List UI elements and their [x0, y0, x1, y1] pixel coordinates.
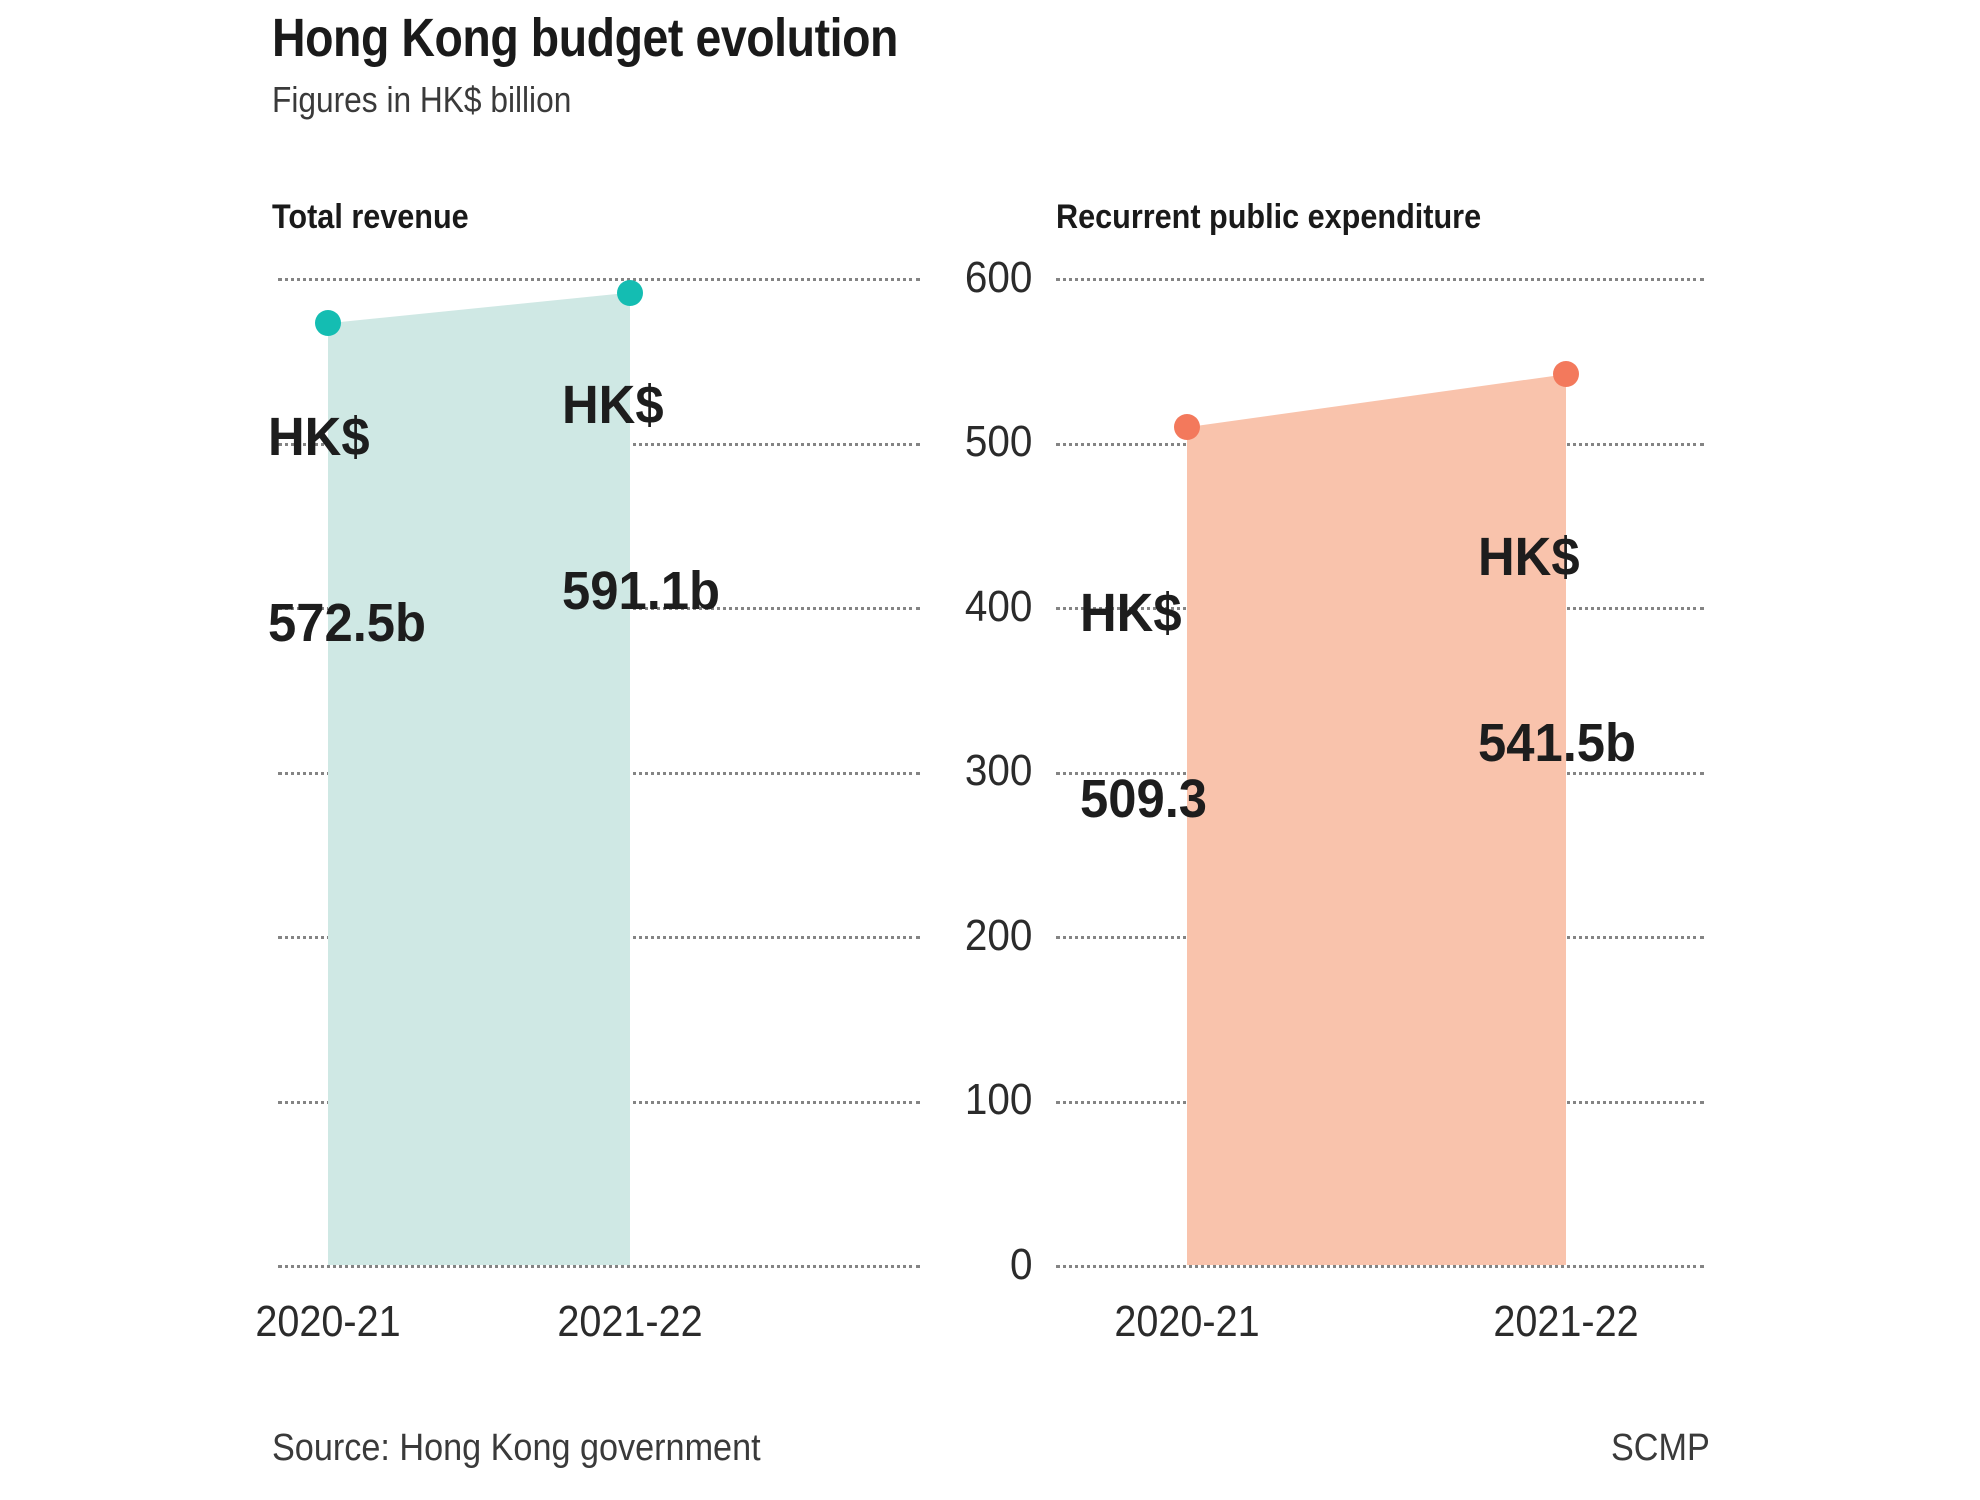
value-label-currency: HK$: [1478, 527, 1580, 587]
panel-title-total-revenue: Total revenue: [272, 198, 469, 236]
x-tick-right-2020-21: 2020-21: [1114, 1297, 1260, 1346]
area-fill-total-revenue: [278, 278, 920, 1266]
x-tick-left-2020-21: 2020-21: [255, 1297, 401, 1346]
data-point-total-revenue-2021-22: [617, 279, 643, 306]
area-fill-recurrent-expenditure: [1056, 278, 1704, 1265]
data-point-recurrent-expenditure-2021-22: [1553, 361, 1579, 388]
value-label-total-revenue-2021-22: HK$ 591.1b: [562, 250, 720, 746]
value-label-amount: 509.3: [1080, 769, 1208, 829]
y-axis: 600 500 400 300 200 100 0: [920, 0, 1050, 1500]
y-tick-600: 600: [964, 253, 1032, 302]
value-label-currency: HK$: [562, 375, 664, 435]
gridline-600: [1056, 278, 1704, 281]
y-tick-400: 400: [964, 582, 1032, 631]
value-label-currency: HK$: [268, 407, 370, 467]
y-tick-200: 200: [964, 911, 1032, 960]
header: Hong Kong budget evolution Figures in HK…: [272, 8, 1772, 122]
page-subtitle: Figures in HK$ billion: [272, 79, 572, 120]
data-point-recurrent-expenditure-2020-21: [1174, 414, 1200, 441]
credit-label: SCMP: [1611, 1427, 1710, 1469]
y-tick-0: 0: [1009, 1240, 1032, 1289]
value-label-amount: 541.5b: [1478, 713, 1637, 773]
value-label-recurrent-expenditure-2020-21: HK$ 509.3: [1080, 458, 1207, 954]
gridline-600: [278, 278, 920, 281]
x-tick-left-2021-22: 2021-22: [557, 1297, 703, 1346]
value-label-currency: HK$: [1080, 583, 1182, 643]
gridline-0: [1056, 1265, 1704, 1268]
plot-area-recurrent-expenditure: [1056, 278, 1704, 1268]
value-label-amount: 572.5b: [268, 593, 427, 653]
plot-area-total-revenue: [278, 278, 920, 1268]
panel-title-recurrent-expenditure: Recurrent public expenditure: [1056, 198, 1482, 236]
y-tick-300: 300: [964, 746, 1032, 795]
page-title: Hong Kong budget evolution: [272, 8, 898, 68]
value-label-recurrent-expenditure-2021-22: HK$ 541.5b: [1478, 402, 1636, 898]
source-note: Source: Hong Kong government: [272, 1427, 761, 1469]
y-tick-500: 500: [964, 417, 1032, 466]
value-label-total-revenue-2020-21: HK$ 572.5b: [268, 282, 426, 778]
y-tick-100: 100: [964, 1075, 1032, 1124]
x-tick-right-2021-22: 2021-22: [1493, 1297, 1639, 1346]
value-label-amount: 591.1b: [562, 561, 721, 621]
data-point-total-revenue-2020-21: [315, 310, 341, 337]
gridline-0: [278, 1265, 920, 1268]
